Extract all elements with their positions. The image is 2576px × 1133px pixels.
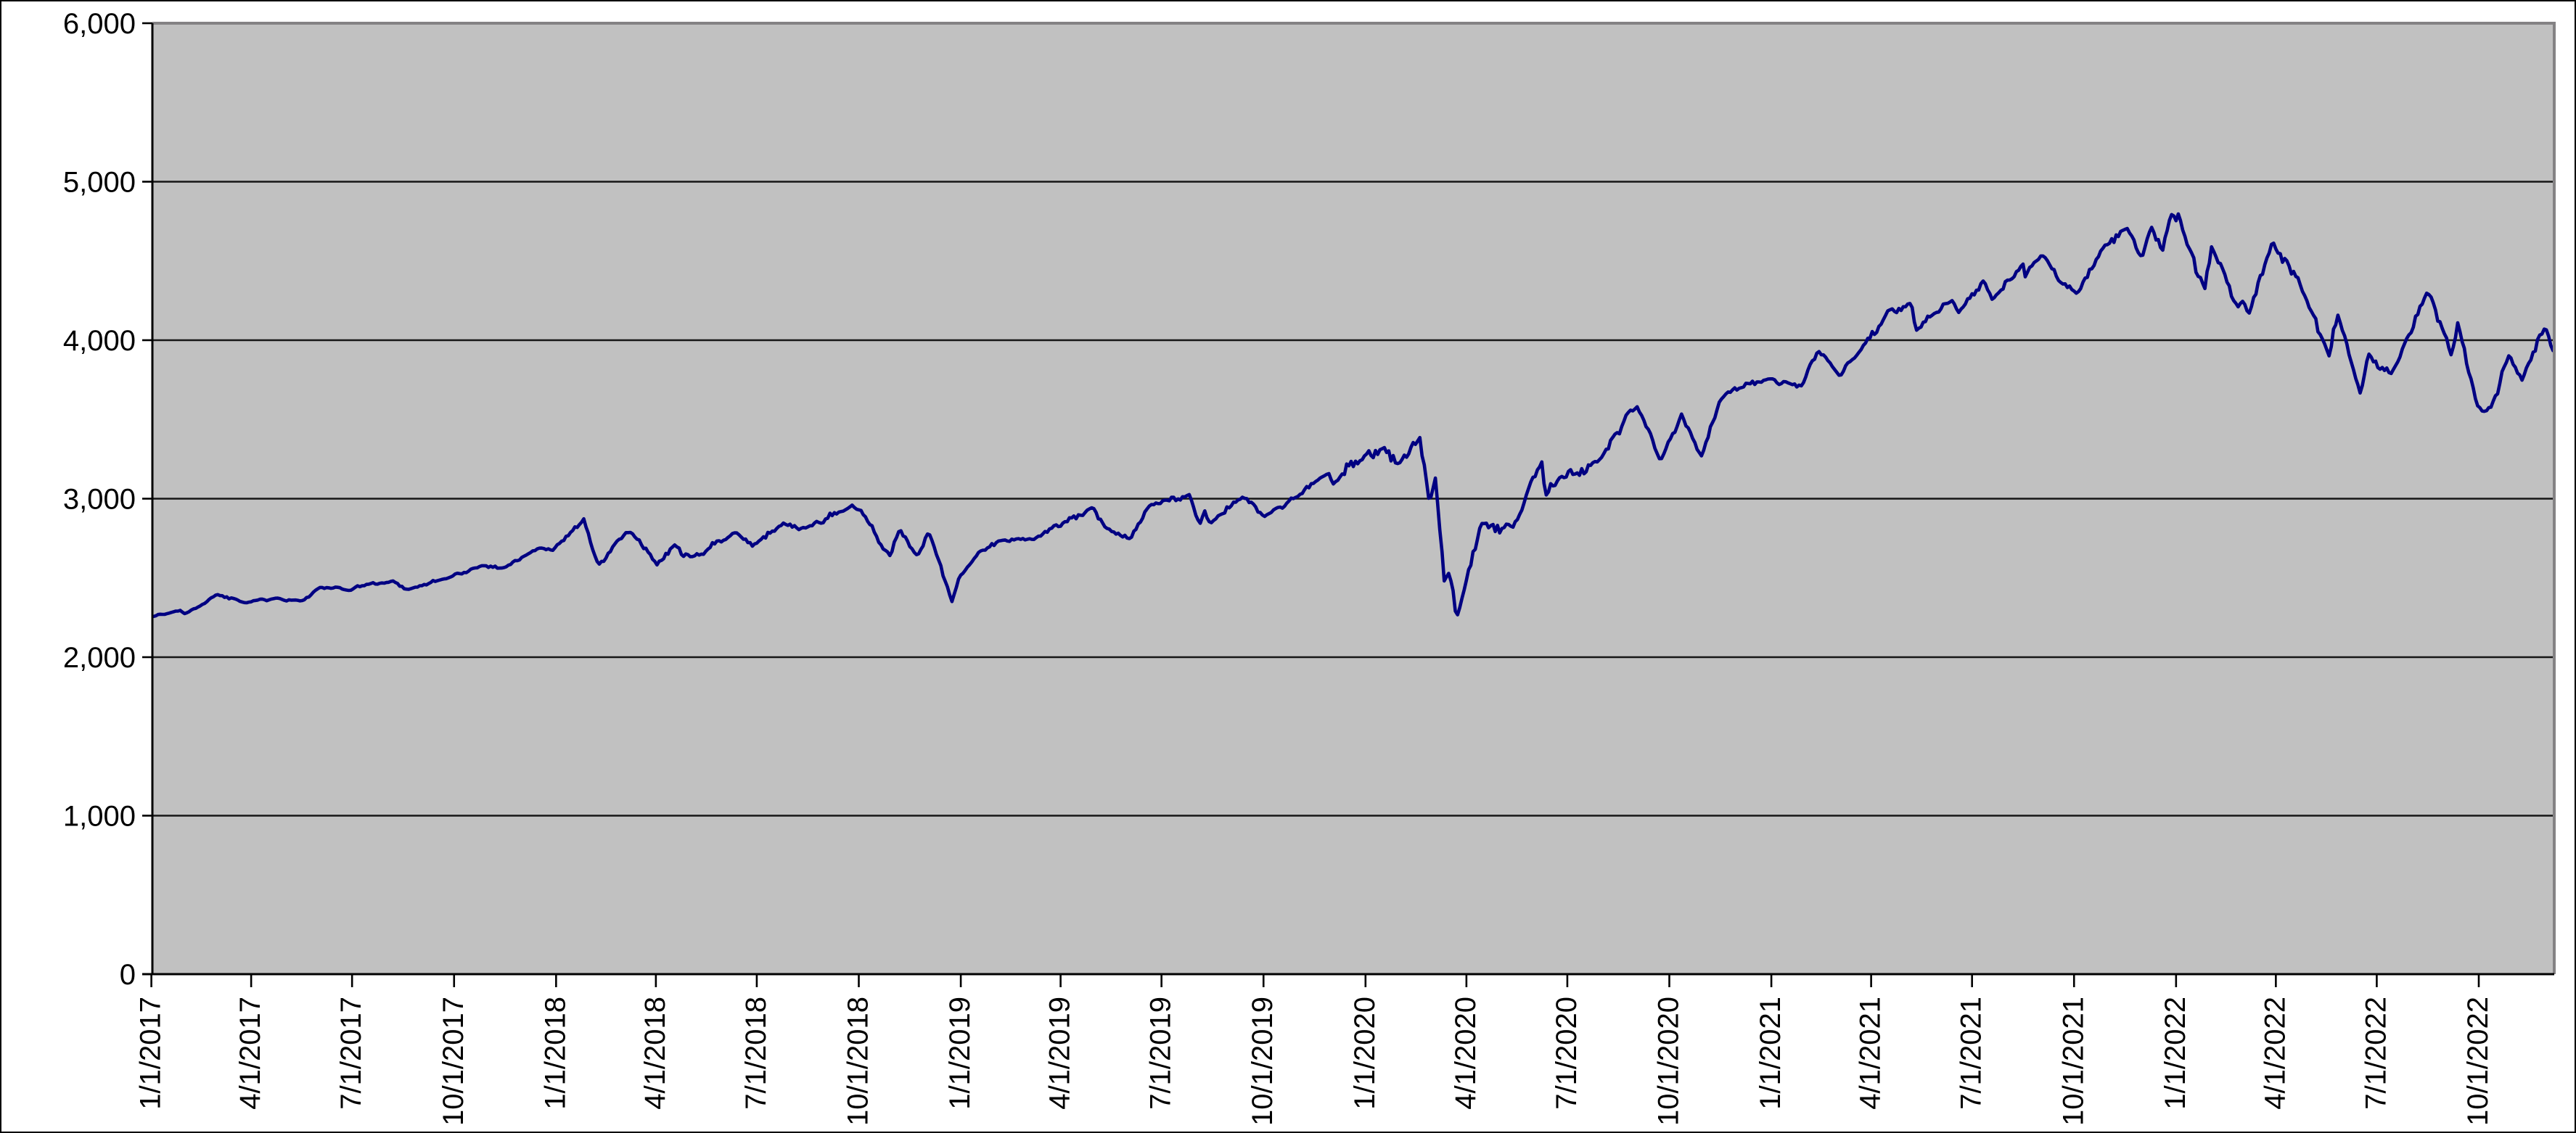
y-tick-label: 0 bbox=[120, 959, 136, 991]
x-axis-labels: 1/1/2017 4/1/2017 7/1/2017 10/1/2017 1/1/201… bbox=[135, 997, 2494, 1126]
y-tick-label: 5,000 bbox=[63, 167, 136, 199]
x-tick-label: 10/1/2018 bbox=[842, 997, 874, 1126]
x-tick-label: 7/1/2018 bbox=[740, 997, 772, 1110]
x-tick-label: 1/1/2021 bbox=[1755, 997, 1787, 1110]
x-tick-label: 10/1/2017 bbox=[438, 997, 469, 1126]
x-tick-label: 4/1/2017 bbox=[234, 997, 266, 1110]
x-tick-label: 10/1/2019 bbox=[1247, 997, 1279, 1126]
series-group bbox=[152, 212, 2554, 619]
y-tick-label: 2,000 bbox=[63, 642, 136, 674]
y-tick-label: 4,000 bbox=[63, 325, 136, 357]
x-tick-label: 1/1/2018 bbox=[539, 997, 571, 1110]
x-tick-label: 1/1/2017 bbox=[135, 997, 167, 1110]
y-gridlines bbox=[152, 181, 2554, 817]
x-tick-label: 7/1/2020 bbox=[1551, 997, 1583, 1110]
y-axis-ticks bbox=[142, 22, 152, 976]
x-axis-ticks bbox=[150, 974, 2480, 987]
x-tick-label: 4/1/2021 bbox=[1855, 997, 1887, 1110]
x-tick-label: 7/1/2019 bbox=[1145, 997, 1177, 1110]
x-tick-label: 7/1/2022 bbox=[2360, 997, 2392, 1110]
y-axis-labels: 0 1,000 2,000 3,000 4,000 5,000 6,000 bbox=[63, 8, 136, 991]
x-tick-label: 10/1/2020 bbox=[1653, 997, 1685, 1126]
x-tick-label: 7/1/2017 bbox=[335, 997, 367, 1110]
x-tick-label: 1/1/2022 bbox=[2159, 997, 2191, 1110]
x-tick-label: 4/1/2020 bbox=[1450, 997, 1482, 1110]
y-tick-label: 3,000 bbox=[63, 484, 136, 516]
plot-border bbox=[152, 22, 2556, 974]
x-tick-label: 10/1/2022 bbox=[2462, 997, 2494, 1126]
x-tick-label: 4/1/2018 bbox=[639, 997, 671, 1110]
y-tick-label: 6,000 bbox=[63, 8, 136, 40]
y-tick-label: 1,000 bbox=[63, 801, 136, 833]
x-tick-label: 7/1/2021 bbox=[1956, 997, 1988, 1110]
series-line bbox=[152, 212, 2554, 619]
x-tick-label: 4/1/2019 bbox=[1044, 997, 1076, 1110]
x-tick-label: 1/1/2019 bbox=[944, 997, 976, 1110]
x-tick-label: 1/1/2020 bbox=[1349, 997, 1381, 1110]
x-tick-label: 4/1/2022 bbox=[2259, 997, 2291, 1110]
x-tick-label: 10/1/2021 bbox=[2057, 997, 2089, 1126]
